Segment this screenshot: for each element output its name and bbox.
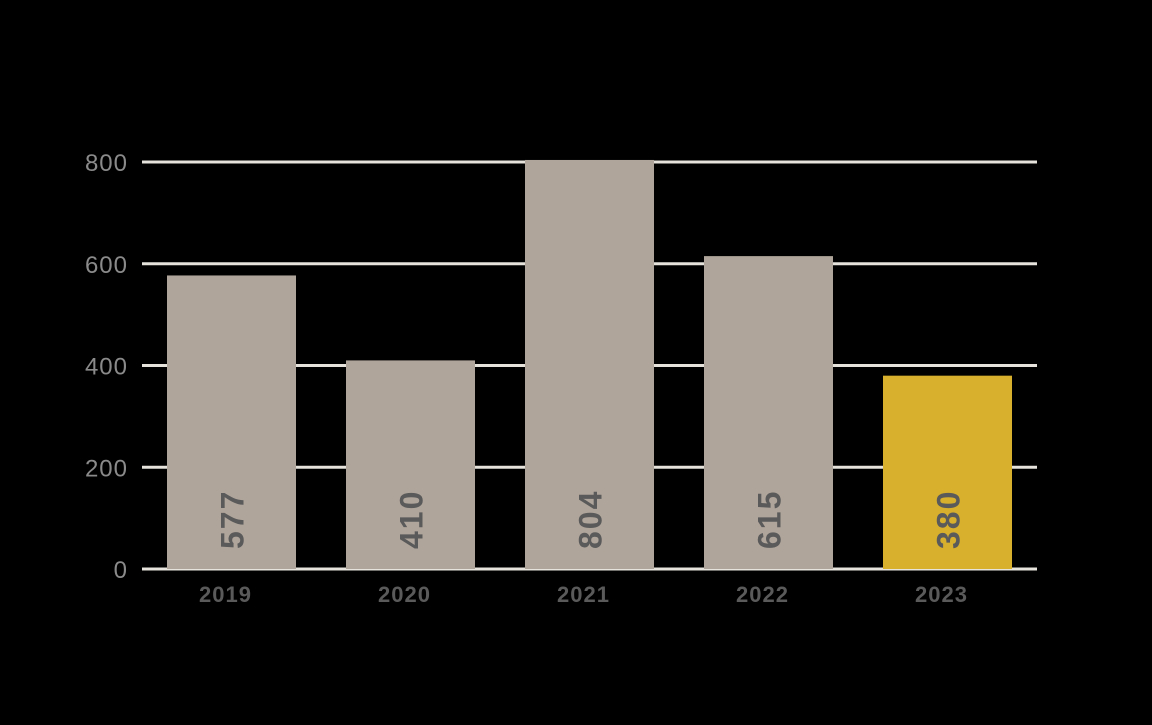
bar-value-label-2020: 410 xyxy=(394,490,430,549)
y-tick-label-600: 600 xyxy=(85,252,128,279)
bar-value-label-2021: 804 xyxy=(573,490,609,549)
y-tick-label-800: 800 xyxy=(85,150,128,177)
x-tick-label-2023: 2023 xyxy=(915,582,968,607)
y-tick-label-200: 200 xyxy=(85,455,128,482)
bar-2022 xyxy=(704,256,833,569)
y-tick-label-0: 0 xyxy=(114,557,128,584)
x-tick-label-2019: 2019 xyxy=(199,582,252,607)
bars-layer xyxy=(167,159,1012,569)
bar-value-label-2022: 615 xyxy=(752,490,788,549)
x-tick-label-2022: 2022 xyxy=(736,582,789,607)
bar-2021 xyxy=(525,159,654,569)
x-tick-label-2021: 2021 xyxy=(557,582,610,607)
bar-value-label-2019: 577 xyxy=(215,490,251,549)
bar-2023 xyxy=(883,375,1012,569)
x-axis: 2019 2020 2021 2022 2023 xyxy=(199,582,968,607)
y-tick-label-400: 400 xyxy=(85,354,128,381)
bar-2019 xyxy=(167,275,296,569)
value-label-layer: 577 410 804 615 380 xyxy=(215,490,967,549)
x-tick-label-2020: 2020 xyxy=(378,582,431,607)
y-axis: 0 200 400 600 800 xyxy=(85,150,128,584)
bar-2020 xyxy=(346,360,475,569)
bar-value-label-2023: 380 xyxy=(931,490,967,549)
